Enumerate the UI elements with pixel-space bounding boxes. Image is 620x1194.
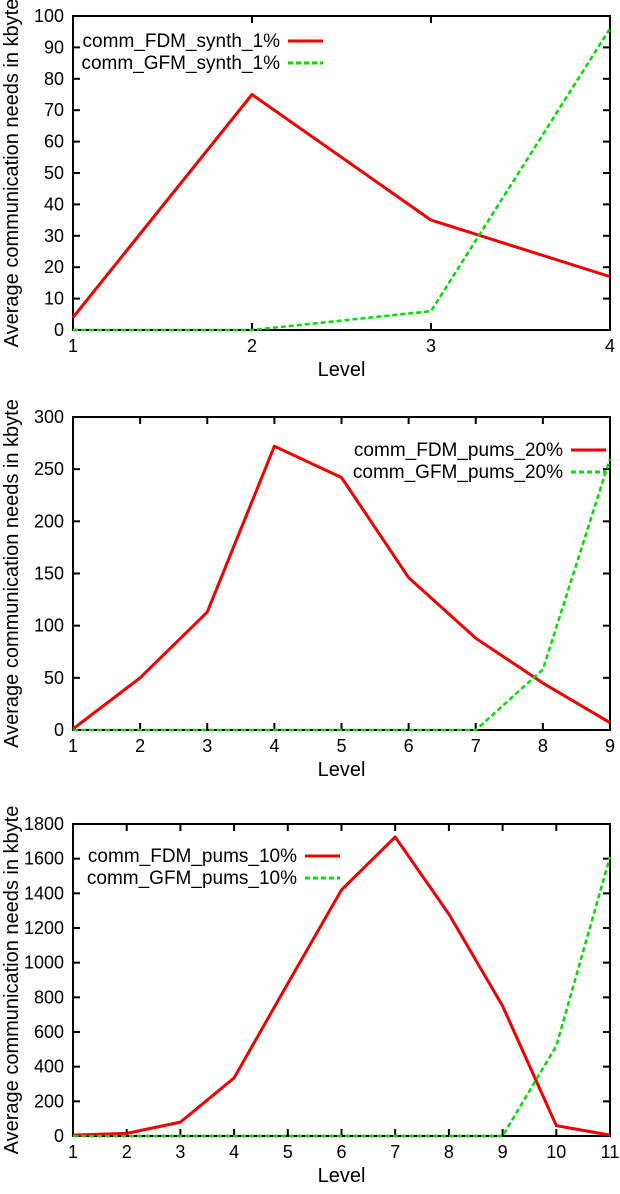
y-tick-label: 20 xyxy=(44,257,64,277)
series-line-comm-fdm-synth-1pct xyxy=(71,93,611,319)
x-tick-label: 7 xyxy=(390,1142,400,1162)
y-tick-label: 600 xyxy=(34,1022,64,1042)
y-tick-label: 1800 xyxy=(24,814,64,834)
x-tick-label: 7 xyxy=(471,736,481,756)
y-axis-label: Average communication needs in kbyte xyxy=(1,399,23,748)
x-axis-label: Level xyxy=(318,359,366,381)
y-tick-label: 0 xyxy=(54,320,64,340)
y-tick-label: 10 xyxy=(44,289,64,309)
y-tick-label: 50 xyxy=(44,163,64,183)
y-tick-label: 60 xyxy=(44,132,64,152)
y-tick-label: 300 xyxy=(34,407,64,427)
y-tick-label: 100 xyxy=(34,616,64,636)
x-tick-label: 6 xyxy=(404,736,414,756)
chart-comm-pums-10pct: 1 2 3 4 5 6 7 8 9 10 11 0 200 400 600 800 1000 1200 1400 16… xyxy=(0,796,620,1194)
x-tick-label: 4 xyxy=(229,1142,239,1162)
y-tick-label: 200 xyxy=(34,1091,64,1111)
legend: comm_FDM_synth_1%comm_GFM_synth_1% xyxy=(81,31,323,74)
y-tick-label: 30 xyxy=(44,226,64,246)
y-tick-label: 40 xyxy=(44,194,64,214)
y-tick-label: 70 xyxy=(44,100,64,120)
y-tick-label: 1000 xyxy=(24,953,64,973)
y-tick-label: 0 xyxy=(54,1126,64,1146)
x-tick-label: 4 xyxy=(605,336,615,356)
series-line-comm-gfm-pums-10pct xyxy=(73,856,612,1138)
x-tick-label: 2 xyxy=(122,1142,132,1162)
x-tick-label: 2 xyxy=(135,736,145,756)
x-tick-label: 3 xyxy=(202,736,212,756)
y-tick-label: 1600 xyxy=(24,849,64,869)
x-tick-label: 1 xyxy=(68,1142,78,1162)
x-tick-label: 6 xyxy=(336,1142,346,1162)
x-tick-label: 9 xyxy=(498,1142,508,1162)
chart-comm-pums-20pct: 1 2 3 4 5 6 7 8 9 0 50 100 150 200 250 300 Level Average … xyxy=(0,398,620,796)
x-tick-label: 4 xyxy=(269,736,279,756)
legend-label-comm-gfm-pums-20pct: comm_GFM_pums_20% xyxy=(353,462,563,483)
legend-label-comm-fdm-pums-10pct: comm_FDM_pums_10% xyxy=(88,846,297,867)
x-tick-label: 1 xyxy=(68,736,78,756)
x-tick-label: 2 xyxy=(247,336,257,356)
y-tick-label: 800 xyxy=(34,987,64,1007)
y-tick-label: 400 xyxy=(34,1057,64,1077)
x-tick-label: 10 xyxy=(546,1142,566,1162)
legend-label-comm-gfm-pums-10pct: comm_GFM_pums_10% xyxy=(87,868,297,889)
y-tick-label: 150 xyxy=(34,564,64,584)
x-tick-label: 9 xyxy=(605,736,615,756)
legend-label-comm-fdm-pums-20pct: comm_FDM_pums_20% xyxy=(354,440,563,461)
x-tick-label: 8 xyxy=(538,736,548,756)
series-line-comm-fdm-pums-10pct xyxy=(72,835,611,1137)
legend: comm_FDM_pums_10%comm_GFM_pums_10% xyxy=(87,846,340,889)
legend-label-comm-fdm-synth-1pct: comm_FDM_synth_1% xyxy=(83,31,281,52)
y-tick-label: 1400 xyxy=(24,883,64,903)
series-line-comm-gfm-pums-20pct xyxy=(73,458,612,732)
series-line-comm-gfm-synth-1pct xyxy=(73,27,612,332)
x-tick-label: 5 xyxy=(336,736,346,756)
y-tick-label: 50 xyxy=(44,668,64,688)
y-tick-label: 250 xyxy=(34,459,64,479)
x-tick-label: 3 xyxy=(426,336,436,356)
y-tick-label: 200 xyxy=(34,511,64,531)
y-tick-label: 90 xyxy=(44,37,64,57)
series-line-comm-fdm-pums-20pct xyxy=(72,444,611,731)
y-axis-label: Average communication needs in kbyte xyxy=(1,806,23,1155)
x-tick-label: 8 xyxy=(444,1142,454,1162)
legend: comm_FDM_pums_20%comm_GFM_pums_20% xyxy=(353,440,606,483)
x-axis-label: Level xyxy=(318,759,366,781)
x-tick-label: 3 xyxy=(175,1142,185,1162)
x-tick-label: 1 xyxy=(68,336,78,356)
y-axis-label: Average communication needs in kbyte xyxy=(1,0,23,347)
y-tick-label: 100 xyxy=(34,6,64,26)
y-tick-label: 80 xyxy=(44,69,64,89)
chart-svg-pums-20pct: 1 2 3 4 5 6 7 8 9 0 50 100 150 200 250 300 Level Average … xyxy=(1,399,615,781)
x-tick-label: 5 xyxy=(283,1142,293,1162)
y-tick-label: 1200 xyxy=(24,918,64,938)
x-tick-label: 11 xyxy=(601,1142,620,1162)
legend-label-comm-gfm-synth-1pct: comm_GFM_synth_1% xyxy=(81,53,280,74)
x-axis-label: Level xyxy=(318,1165,366,1187)
chart-comm-synth-1pct: 1 2 3 4 0 10 20 30 40 50 60 70 80 90 100 Level Average c… xyxy=(0,0,620,398)
y-tick-label: 0 xyxy=(54,720,64,740)
chart-svg-pums-10pct: 1 2 3 4 5 6 7 8 9 10 11 0 200 400 600 800 1000 1200 1400 16… xyxy=(1,806,620,1187)
